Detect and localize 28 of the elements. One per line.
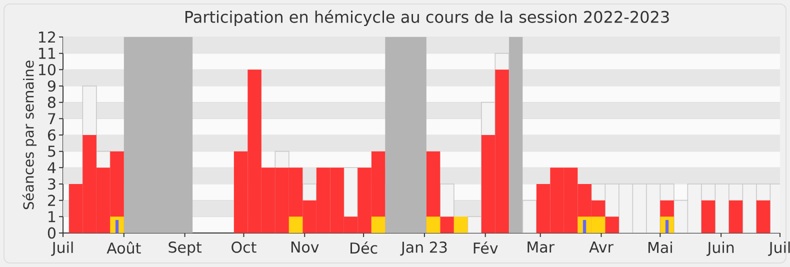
x-tick-label: Mai: [648, 242, 672, 254]
x-tick-label: Juil: [51, 242, 73, 256]
y-axis-title: Séances par semaine: [22, 60, 37, 210]
x-tick-label: Juil: [768, 242, 790, 256]
y-tick-label: 4: [48, 162, 56, 174]
chart-title: Participation en hémicycle au cours de la session 2022-2023: [185, 10, 669, 26]
y-tick-label: 1: [48, 211, 56, 222]
y-tick-label: 12: [39, 31, 55, 43]
y-tick-label: 3: [48, 178, 56, 190]
y-tick-label: 2: [48, 194, 55, 206]
y-tick-label: 5: [48, 146, 56, 157]
y-tick-label: 7: [48, 113, 56, 124]
x-tick-label: Avr: [589, 242, 614, 252]
y-tick-label: 6: [48, 129, 56, 141]
x-tick-label: Juin: [706, 242, 734, 256]
y-tick-label: 9: [48, 80, 56, 92]
x-tick-label: Sept: [168, 242, 202, 256]
x-tick-label: Fév: [474, 242, 498, 254]
x-tick-label: Déc: [350, 242, 378, 254]
y-tick-label: 11: [39, 48, 56, 59]
x-tick-label: Nov: [291, 242, 319, 253]
y-tick-label: 8: [48, 96, 56, 108]
x-tick-label: Mar: [528, 242, 554, 253]
y-tick-label: 0: [48, 227, 56, 239]
x-tick-label: Jan 23: [400, 242, 447, 256]
x-tick-label: Août: [106, 242, 141, 254]
x-tick-label: Oct: [232, 242, 256, 253]
y-tick-label: 10: [39, 64, 56, 76]
